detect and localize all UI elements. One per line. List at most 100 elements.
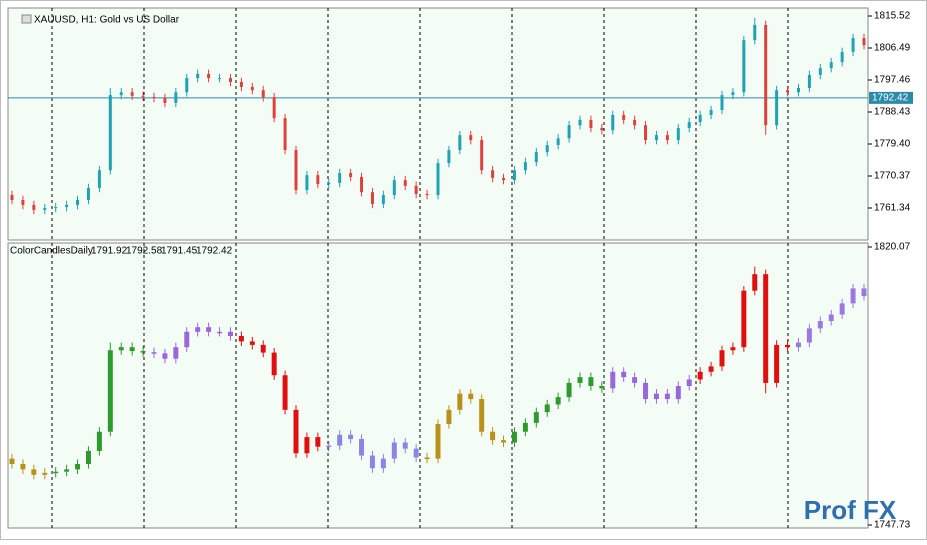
indicator-body [129,347,135,352]
indicator-body [118,347,124,351]
indicator-body [686,379,692,386]
indicator-pane [7,242,869,529]
indicator-body [577,377,583,383]
indicator-name: ColorCandlesDaily [10,246,93,257]
day-separators [51,8,789,528]
candle-body [108,95,112,171]
candle-body [578,119,582,126]
indicator-body [697,371,703,380]
indicator-value: 1791.45 [161,246,198,257]
candle-body [818,68,822,75]
candle-body [119,92,123,96]
indicator-body [184,331,190,348]
indicator-body [20,464,26,470]
candle-body [436,163,440,196]
indicator-body [621,371,627,378]
y-tick-label: 1770.37 [874,171,911,182]
indicator-body [435,424,441,459]
indicator-body [861,288,867,297]
candle-body [163,97,167,103]
candle-body [338,173,342,183]
candle-body [32,204,36,210]
indicator-body [53,471,59,474]
indicator-body [457,393,463,410]
indicator-body [632,377,638,383]
candle-body [840,51,844,63]
indicator-body [107,350,113,432]
y-tick-label: 1797.46 [874,75,911,86]
indicator-body [64,469,70,472]
indicator-body [566,382,572,398]
candle-body [228,78,232,82]
indicator-body [610,371,616,389]
candle-body [86,187,90,200]
indicator-body [522,422,528,432]
candle-body [687,122,691,129]
indicator-body [391,442,397,459]
candle-body [545,145,549,153]
indicator-body [730,347,736,351]
candle-body [633,119,637,126]
candle-body [796,88,800,93]
candle-body [207,73,211,79]
y-tick-label: 1747.73 [874,520,911,531]
candle-body [698,114,702,123]
indicator-body [511,431,517,443]
indicator-body [839,303,845,315]
candle-body [447,150,451,164]
candle-body [152,96,156,98]
candle-body [589,119,593,129]
indicator-value: 1791.92 [91,246,128,257]
indicator-body [206,327,212,332]
indicator-body [348,434,354,440]
y-tick-label: 1815.52 [874,11,911,22]
candle-body [76,199,80,205]
candle-body [327,182,331,185]
indicator-body [708,366,714,372]
y-tick-label: 1806.49 [874,43,911,54]
indicator-body [719,350,725,367]
candle-body [316,175,320,185]
indicator-body [162,353,168,359]
indicator-body [238,336,244,342]
indicator-value: 1792.58 [126,246,163,257]
candle-body [239,81,243,87]
candle-body [43,208,47,210]
indicator-body [413,448,419,458]
candle-body [403,180,407,186]
candle-body [272,97,276,119]
indicator-body [785,344,791,348]
indicator-body [151,352,157,354]
indicator-body [173,347,179,359]
indicator-body [380,458,386,469]
candle-body [414,185,418,194]
indicator-body [282,375,288,410]
indicator-body [271,352,277,376]
indicator-body [85,450,91,465]
candle-body [261,90,265,98]
y-tick-label: 1820.07 [874,242,911,253]
candle-body [622,114,626,120]
indicator-body [9,458,15,465]
indicator-body [468,393,474,400]
symbol-icon [21,14,32,24]
indicator-body [588,377,594,386]
indicator-value: 1792.42 [196,246,233,257]
candle-body [742,40,746,93]
candle-body [611,114,615,131]
candle-body [130,92,134,96]
candle-body [294,150,298,191]
y-tick-label: 1761.34 [874,203,911,214]
indicator-body [195,327,201,332]
price-label: 1792.42 [872,93,909,104]
indicator-body [501,440,507,443]
candle-body [360,176,364,193]
candle-body [644,125,648,141]
candle-body [654,135,658,141]
indicator-body [359,439,365,456]
candle-body [349,173,353,177]
indicator-body [446,409,452,425]
candle-body [196,73,200,79]
candle-body [567,125,571,139]
